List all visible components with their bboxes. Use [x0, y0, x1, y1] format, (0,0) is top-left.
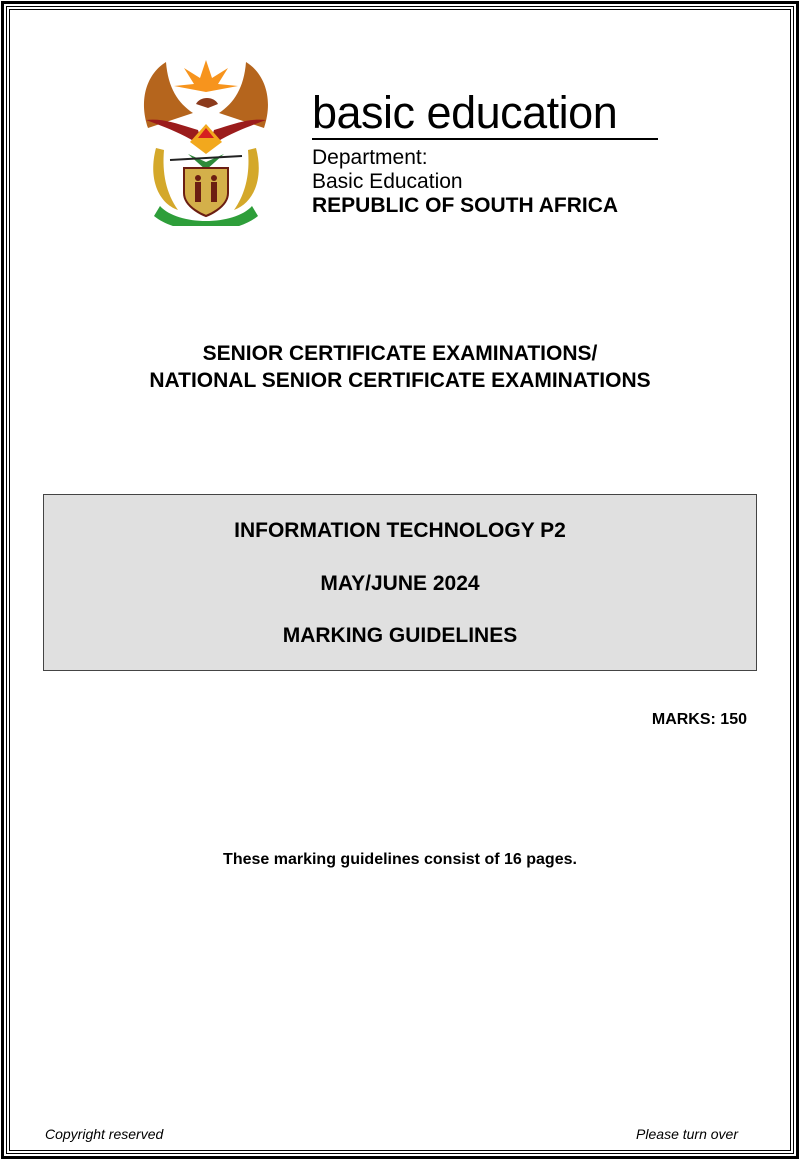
country-name: REPUBLIC OF SOUTH AFRICA	[312, 194, 619, 217]
footer-turn-over: Please turn over	[636, 1126, 738, 1142]
exam-title-line1: SENIOR CERTIFICATE EXAMINATIONS/	[202, 342, 598, 365]
page-count-note: These marking guidelines consist of 16 p…	[223, 851, 577, 868]
document-type: MARKING GUIDELINES	[282, 624, 518, 647]
brand-underline	[312, 138, 658, 140]
footer-copyright: Copyright reserved	[45, 1126, 164, 1142]
brand-name: basic education	[312, 87, 618, 138]
subject-title: INFORMATION TECHNOLOGY P2	[234, 519, 566, 542]
department-line1: Department:	[312, 146, 428, 169]
exam-title-line2: NATIONAL SENIOR CERTIFICATE EXAMINATIONS	[149, 369, 651, 392]
page-border-inner	[9, 9, 791, 1151]
exam-title: SENIOR CERTIFICATE EXAMINATIONS/ NATIONA…	[0, 340, 800, 394]
exam-session: MAY/JUNE 2024	[320, 572, 480, 595]
total-marks: MARKS: 150	[651, 711, 747, 728]
coat-of-arms-logo	[144, 60, 268, 226]
department-line2: Basic Education	[312, 170, 463, 193]
page-border-middle	[6, 6, 794, 1154]
department-branding: basic education Department: Basic Educat…	[312, 88, 658, 218]
subject-box: INFORMATION TECHNOLOGY P2 MAY/JUNE 2024 …	[43, 494, 757, 671]
